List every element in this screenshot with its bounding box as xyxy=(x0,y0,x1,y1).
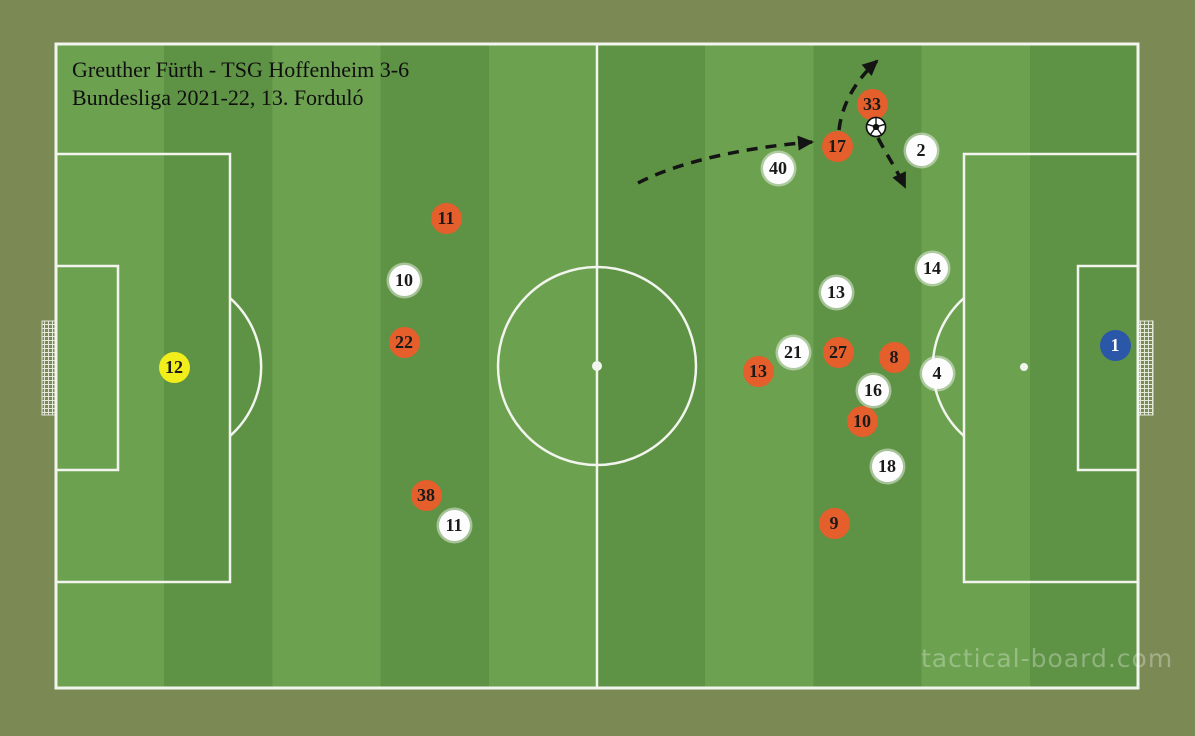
player-token-white-4[interactable]: 4 xyxy=(921,357,953,389)
run-arrow-up-right[interactable] xyxy=(837,59,879,131)
goal-net-left xyxy=(41,320,57,416)
player-token-orange-38[interactable]: 38 xyxy=(410,479,442,511)
player-token-white-11[interactable]: 11 xyxy=(438,509,470,541)
player-token-white-10[interactable]: 10 xyxy=(388,264,420,296)
player-token-white-14[interactable]: 14 xyxy=(916,252,948,284)
match-title-line2: Bundesliga 2021-22, 13. Forduló xyxy=(72,85,364,110)
center-spot xyxy=(592,361,602,371)
penalty-box-right xyxy=(962,152,1140,584)
six-yard-box-left xyxy=(54,264,120,472)
six-yard-box-right xyxy=(1076,264,1140,472)
player-token-white-16[interactable]: 16 xyxy=(857,374,889,406)
player-token-orange-9[interactable]: 9 xyxy=(818,507,850,539)
match-title: Greuther Fürth - TSG Hoffenheim 3-6 Bund… xyxy=(72,56,409,112)
movement-arrows-layer xyxy=(637,59,907,189)
penalty-box-left xyxy=(54,152,232,584)
player-token-white-18[interactable]: 18 xyxy=(871,450,903,482)
match-title-line1: Greuther Fürth - TSG Hoffenheim 3-6 xyxy=(72,57,410,82)
watermark-text: tactical-board.com xyxy=(921,644,1174,673)
player-token-orange-17[interactable]: 17 xyxy=(821,130,853,162)
player-token-orange-8[interactable]: 8 xyxy=(878,341,910,373)
player-token-gk_blue-1[interactable]: 1 xyxy=(1099,329,1131,361)
player-token-orange-10[interactable]: 10 xyxy=(846,405,878,437)
center-circle xyxy=(496,265,698,467)
soccer-ball[interactable] xyxy=(865,116,887,138)
player-token-gk_yellow-12[interactable]: 12 xyxy=(158,351,190,383)
player-token-orange-33[interactable]: 33 xyxy=(856,88,888,120)
penalty-arc-left xyxy=(229,297,263,437)
pass-arrow-to-17[interactable] xyxy=(637,135,814,185)
player-token-orange-13[interactable]: 13 xyxy=(742,355,774,387)
player-token-orange-11[interactable]: 11 xyxy=(430,202,462,234)
run-arrow-down-right[interactable] xyxy=(876,137,907,189)
penalty-spot-right xyxy=(1020,363,1028,371)
player-token-white-21[interactable]: 21 xyxy=(777,336,809,368)
player-token-white-40[interactable]: 40 xyxy=(762,152,794,184)
soccer-ball-icon xyxy=(865,116,887,138)
player-token-orange-27[interactable]: 27 xyxy=(822,336,854,368)
player-token-orange-22[interactable]: 22 xyxy=(388,326,420,358)
goal-net-right xyxy=(1138,320,1154,416)
player-token-white-2[interactable]: 2 xyxy=(905,134,937,166)
player-token-white-13[interactable]: 13 xyxy=(820,276,852,308)
